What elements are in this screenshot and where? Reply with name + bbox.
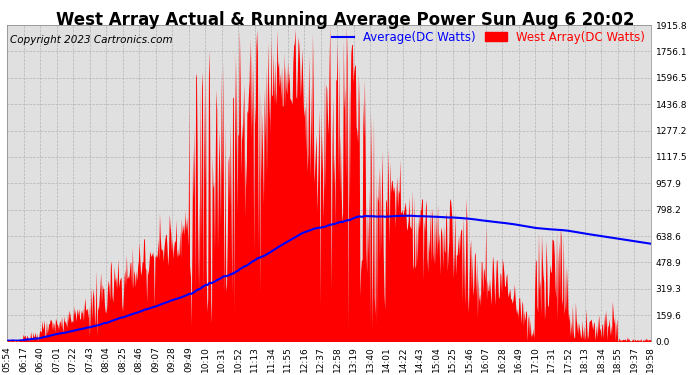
Legend: Average(DC Watts), West Array(DC Watts): Average(DC Watts), West Array(DC Watts) — [328, 26, 649, 49]
Text: Copyright 2023 Cartronics.com: Copyright 2023 Cartronics.com — [10, 34, 173, 45]
Text: West Array Actual & Running Average Power Sun Aug 6 20:02: West Array Actual & Running Average Powe… — [56, 11, 634, 29]
